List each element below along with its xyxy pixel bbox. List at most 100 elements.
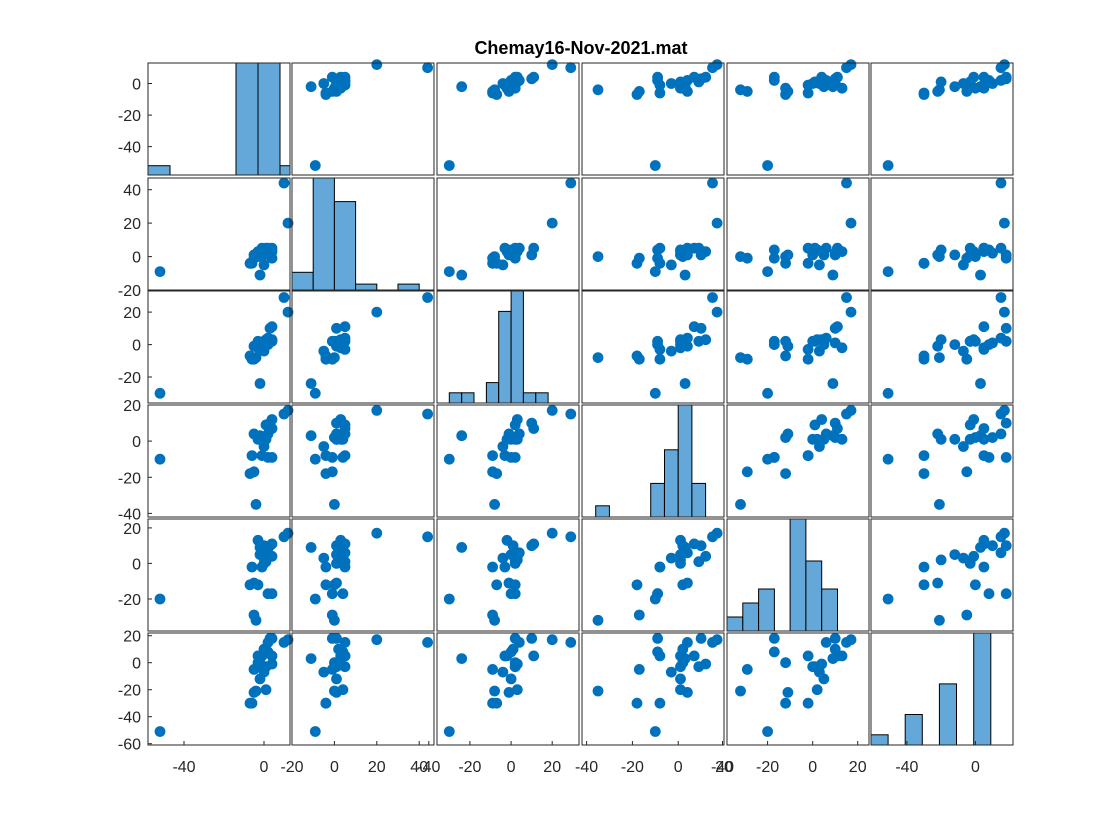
scatter-point: [592, 352, 604, 364]
scatter-point: [456, 542, 468, 553]
scatter-point: [335, 658, 347, 670]
scatter-point: [443, 726, 455, 737]
scatter-point: [780, 251, 791, 263]
panel-frame: [291, 62, 435, 176]
scatter-point: [266, 334, 278, 346]
scatter-point: [339, 321, 351, 333]
panel-frame: [436, 518, 580, 632]
scatter-point: [371, 404, 383, 416]
scatter-point: [489, 498, 501, 510]
panel-frame: [726, 518, 870, 632]
scatter-point: [511, 71, 523, 83]
scatter-point: [326, 466, 338, 478]
panel-frame: [581, 62, 725, 176]
panel-6-2: [291, 632, 435, 746]
scatter-point: [154, 726, 166, 737]
y-tick-label: 40: [123, 183, 141, 200]
scatter-point: [633, 86, 645, 97]
scatter-point: [487, 697, 499, 709]
scatter-point: [999, 404, 1010, 416]
panel-frame: [291, 632, 435, 746]
scatter-point: [882, 160, 894, 171]
scatter-point: [278, 177, 290, 189]
panel-frame: [870, 518, 1014, 632]
scatter-point: [995, 177, 1007, 189]
histogram-bar: [498, 310, 512, 404]
scatter-point: [318, 441, 330, 452]
scatter-point: [820, 637, 832, 648]
scatter-point: [845, 306, 857, 318]
x-tick-label: -20: [756, 759, 779, 776]
scatter-point: [487, 561, 499, 573]
panel-2-2: [291, 177, 435, 291]
scatter-point: [762, 726, 773, 737]
scatter-point: [422, 292, 434, 303]
histogram-bar: [664, 449, 679, 518]
scatter-point: [513, 428, 525, 440]
scatter-point: [422, 62, 434, 74]
scatter-point: [631, 579, 643, 591]
scatter-point: [652, 335, 663, 347]
scatter-point: [811, 684, 823, 696]
scatter-point: [735, 251, 746, 263]
y-tick-label: 20: [123, 216, 141, 233]
x-tick-label: -40: [711, 759, 734, 776]
histogram-bar: [355, 283, 378, 291]
scatter-point: [497, 441, 509, 452]
panel-1-2: [291, 59, 435, 176]
scatter-point: [1000, 540, 1012, 552]
panel-3-3: [436, 290, 580, 404]
scatter-point: [305, 81, 317, 93]
scatter-point: [509, 579, 521, 591]
y-tick-label: 0: [132, 556, 141, 573]
scatter-point: [949, 339, 961, 351]
scatter-point: [491, 579, 503, 591]
scatter-point: [654, 353, 666, 365]
scatter-point: [845, 634, 857, 646]
panel-frame: [726, 632, 870, 746]
scatter-point: [978, 423, 990, 434]
scatter-point: [999, 59, 1010, 70]
x-tick-label: 20: [543, 759, 561, 776]
y-tick-label: 0: [132, 250, 141, 267]
panel-6-4: [581, 632, 725, 746]
scatter-point: [711, 634, 723, 646]
x-tick-label: 0: [260, 759, 269, 776]
scatter-point: [328, 614, 340, 626]
panel-6-3: [436, 632, 580, 746]
scatter-point: [995, 292, 1007, 303]
scatter-point: [528, 538, 540, 550]
histogram-bar: [448, 392, 463, 404]
histogram-bar: [973, 632, 992, 746]
scatter-point: [499, 561, 511, 573]
scatter-point: [679, 378, 691, 389]
scatter-point: [278, 292, 290, 303]
x-tick-label: -20: [280, 759, 303, 776]
scatter-point: [845, 404, 857, 416]
x-tick-label: -40: [895, 759, 918, 776]
scatter-point: [652, 646, 663, 658]
panel-frame: [291, 290, 435, 404]
panel-frame: [581, 518, 725, 632]
y-tick-label: 20: [123, 305, 141, 322]
y-tick-label: 20: [123, 629, 141, 646]
scatter-point: [688, 242, 700, 254]
histogram-bar: [279, 165, 291, 176]
scatter-point: [546, 217, 558, 229]
panel-4-6: [870, 404, 1014, 518]
scatter-point: [961, 609, 973, 621]
scatter-point: [964, 433, 976, 445]
scatter-point: [505, 673, 517, 685]
scatter-point: [487, 450, 499, 462]
scatter-point: [509, 633, 521, 644]
scatter-point: [328, 498, 340, 510]
histogram-bar: [595, 505, 610, 518]
scatter-point: [456, 430, 468, 442]
y-tick-label: 20: [123, 521, 141, 538]
histogram-bar: [677, 404, 693, 518]
scatter-point: [266, 423, 278, 434]
scatter-point: [934, 352, 945, 364]
panel-3-5: [726, 290, 870, 404]
scatter-point: [841, 177, 852, 189]
